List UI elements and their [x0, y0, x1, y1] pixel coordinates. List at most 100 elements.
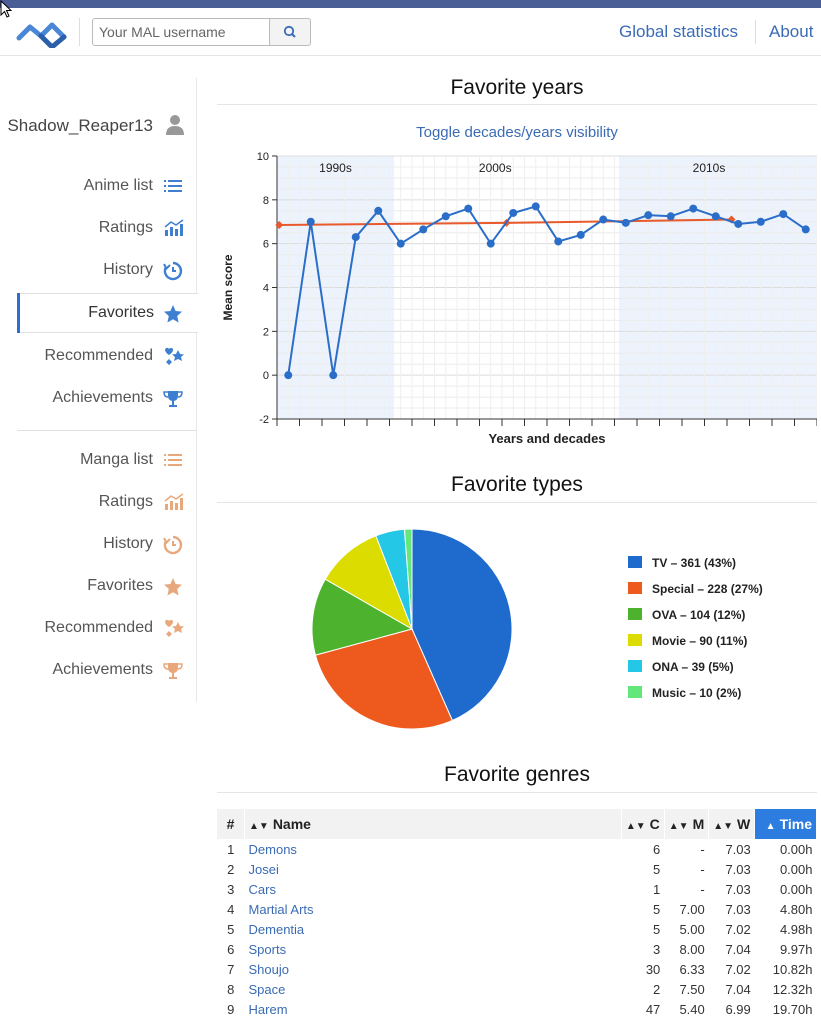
count-cell: 5 [653, 921, 661, 937]
site-logo-icon[interactable] [16, 16, 68, 48]
column-header-w[interactable]: ▲▼ W [708, 809, 756, 839]
genre-link[interactable]: Harem [248, 1001, 288, 1017]
header: Global statistics About [0, 8, 821, 56]
genre-name-cell: Harem [245, 999, 622, 1019]
decade-point [275, 221, 284, 230]
genre-link[interactable]: Shoujo [248, 961, 289, 977]
mean-cell: 7.00 [679, 901, 705, 917]
legend-item[interactable]: Special – 228 (27%) [628, 582, 763, 598]
weighted-cell: 7.04 [725, 981, 751, 997]
sidebar-item-manga-favorites[interactable]: Favorites [0, 567, 197, 607]
column-header-m[interactable]: ▲▼ M [664, 809, 710, 839]
username-search-input[interactable] [92, 18, 270, 46]
sidebar-item-anime-ratings[interactable]: Ratings [0, 209, 197, 249]
sidebar-item-anime-list[interactable]: Anime list [0, 167, 197, 207]
legend-label: Movie – 90 (11%) [652, 634, 748, 648]
genre-link[interactable]: Martial Arts [248, 901, 314, 917]
mean-cell: 6.33 [679, 961, 705, 977]
column-header-time[interactable]: ▲ Time [754, 809, 817, 839]
section-divider [217, 792, 817, 793]
y-tick-label: 6 [263, 239, 269, 251]
genre-link[interactable]: Sports [248, 941, 287, 957]
favorite-years-title: Favorite years [450, 76, 584, 99]
legend-swatch [628, 634, 642, 646]
sidebar-item-manga-recommended[interactable]: Recommended [0, 609, 197, 649]
table-row: 8 Space 2 7.50 7.04 12.32h [217, 979, 817, 999]
search-button[interactable] [269, 18, 311, 46]
weighted-cell: 7.04 [725, 941, 751, 957]
year-point [689, 204, 698, 213]
year-point [284, 371, 293, 380]
year-point [509, 208, 518, 217]
mean-cell: 8.00 [679, 941, 705, 957]
year-point [644, 211, 653, 220]
column-header-rank[interactable]: # [217, 809, 246, 839]
count-cell: 1 [653, 881, 661, 897]
decade-label: 2010s [693, 161, 726, 175]
genre-link[interactable]: Dementia [248, 921, 305, 937]
table-row: 4 Martial Arts 5 7.00 7.03 4.80h [217, 899, 817, 919]
legend-label: ONA – 39 (5%) [652, 660, 734, 674]
search-icon [283, 25, 296, 38]
y-tick-label: 2 [263, 326, 269, 338]
mean-cell: - [700, 841, 705, 857]
genre-link[interactable]: Space [248, 981, 286, 997]
sidebar-item-label: Ratings [98, 219, 153, 236]
year-point [621, 218, 630, 227]
trophy-icon [163, 663, 183, 679]
decade-label: 1990s [319, 161, 352, 175]
year-point [464, 204, 473, 213]
legend-swatch [628, 660, 642, 672]
sidebar-item-label: Recommended [44, 347, 154, 364]
sidebar-item-label: Manga list [80, 451, 153, 468]
nav-about-link[interactable]: About [769, 22, 814, 41]
column-header-c[interactable]: ▲▼ C [621, 809, 665, 839]
column-header-name[interactable]: ▲▼ Name [244, 809, 622, 839]
pie-slice [403, 528, 413, 630]
sidebar-item-manga-ratings[interactable]: Ratings [0, 483, 197, 523]
toggle-decades-years-link[interactable]: Toggle decades/years visibility [416, 124, 618, 141]
weighted-cell: 7.03 [725, 901, 751, 917]
legend-item[interactable]: Movie – 90 (11%) [628, 634, 747, 650]
sidebar-user[interactable]: Shadow_Reaper13 [0, 110, 197, 140]
rank-cell: 6 [227, 941, 235, 957]
year-point [666, 212, 675, 221]
sidebar-item-anime-recommended[interactable]: Recommended [0, 337, 197, 377]
legend-swatch [628, 686, 642, 698]
nav-global-statistics-link[interactable]: Global statistics [619, 22, 739, 41]
time-cell: 0.00h [779, 841, 813, 857]
count-cell: 2 [653, 981, 661, 997]
table-header-row: # ▲▼ Name ▲▼ C ▲▼ M ▲▼ W ▲ Time [217, 809, 817, 839]
sidebar-item-manga-history[interactable]: History [0, 525, 197, 565]
mean-cell: - [700, 861, 705, 877]
table-row: 7 Shoujo 30 6.33 7.02 10.82h [217, 959, 817, 979]
legend-item[interactable]: Music – 10 (2%) [628, 686, 741, 702]
favorite-genres-table: # ▲▼ Name ▲▼ C ▲▼ M ▲▼ W ▲ Time 1 Demons 6 - 7.03… [217, 809, 817, 1019]
weighted-cell: 7.02 [725, 961, 751, 977]
legend-item[interactable]: TV – 361 (43%) [628, 556, 736, 572]
sidebar-item-manga-achievements[interactable]: Achievements [0, 651, 197, 691]
time-cell: 19.70h [772, 1001, 813, 1017]
mouse-cursor-icon [0, 0, 13, 18]
sidebar-item-anime-favorites[interactable]: Favorites [17, 293, 198, 333]
legend-item[interactable]: ONA – 39 (5%) [628, 660, 734, 676]
recommended-icon [165, 347, 184, 365]
table-row: 5 Dementia 5 5.00 7.02 4.98h [217, 919, 817, 939]
sidebar-item-anime-achievements[interactable]: Achievements [0, 379, 197, 419]
legend-item[interactable]: OVA – 104 (12%) [628, 608, 745, 624]
sidebar-item-manga-list[interactable]: Manga list [0, 441, 197, 481]
sidebar-item-label: Achievements [52, 661, 154, 678]
sidebar-item-anime-history[interactable]: History [0, 251, 197, 291]
time-cell: 12.32h [772, 981, 813, 997]
sidebar-item-label: Recommended [44, 619, 154, 636]
genre-link[interactable]: Cars [248, 881, 276, 897]
weighted-cell: 7.03 [725, 861, 751, 877]
section-divider [217, 502, 817, 503]
genre-link[interactable]: Josei [248, 861, 279, 877]
year-point [756, 217, 765, 226]
time-cell: 10.82h [772, 961, 813, 977]
weighted-cell: 7.03 [725, 881, 751, 897]
rank-cell: 8 [227, 981, 235, 997]
genre-link[interactable]: Demons [248, 841, 297, 857]
y-tick-label: 0 [263, 370, 269, 382]
